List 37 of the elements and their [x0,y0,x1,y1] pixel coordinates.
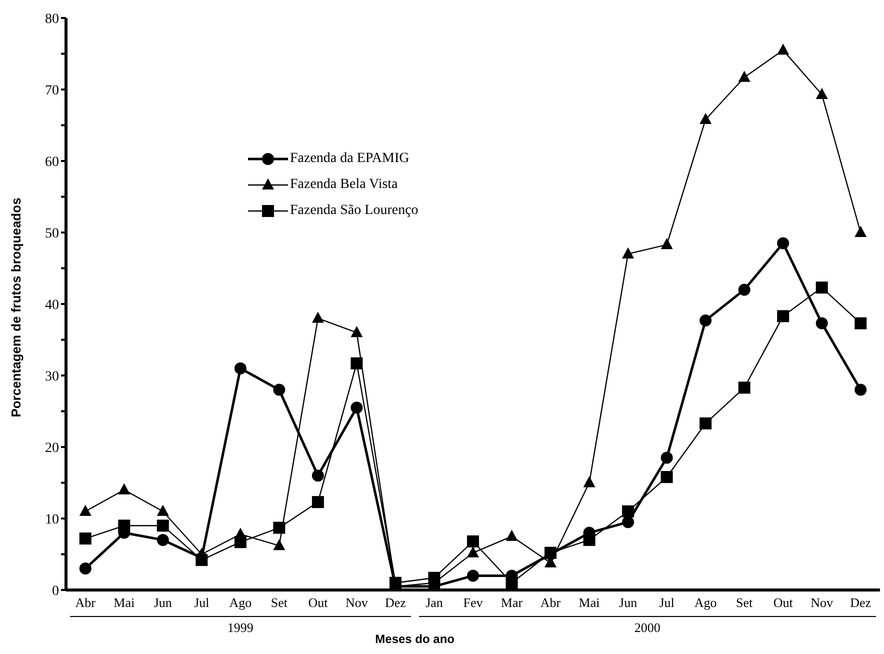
text: 2000 [634,620,660,635]
x-tick-label: Set [736,595,754,610]
x-tick-label: Ago [694,595,717,610]
y-tick-label: 10 [45,512,59,528]
y-tick-label: 60 [45,154,59,170]
x-tick-label: Abr [75,595,96,610]
x-tick-label: Dez [850,595,872,610]
y-tick-label: 0 [52,584,59,599]
x-tick-label: Nov [810,595,834,610]
y-tick-label: 70 [45,83,59,98]
x-tick-label: Jul [194,595,210,610]
x-tick-label: Out [308,595,328,610]
x-tick-label: Mai [578,595,600,610]
text: 1999 [227,620,254,635]
x-tick-label: Abr [540,595,562,610]
x-tick-label: Fev [463,595,484,610]
x-tick-label: Out [773,595,794,610]
x-tick-label: Mai [114,595,135,610]
legend-label: Fazenda da EPAMIG [290,151,410,167]
legend-label: Fazenda Bela Vista [290,177,398,193]
legend-label: Fazenda São Lourenço [290,203,418,219]
y-tick-label: 20 [45,440,59,456]
x-tick-label: Jun [619,595,638,610]
x-tick-label: Nov [346,595,368,610]
x-tick-label: Set [270,595,288,610]
y-axis-title: Porcentagem de frutos broqueados [8,196,24,420]
y-tick-label: 80 [45,12,59,27]
x-tick-label: Jul [659,595,675,610]
x-tick-label: Dez [385,595,406,610]
x-tick-label: Jan [426,595,444,610]
y-tick-label: 30 [45,369,59,384]
x-tick-label: Ago [229,595,252,610]
x-tick-label: Mar [500,595,524,610]
x-tick-label: Jun [154,595,172,610]
x-axis-title: Meses do ano [374,632,456,646]
y-tick-label: 40 [45,298,59,313]
y-tick-label: 50 [45,226,59,242]
